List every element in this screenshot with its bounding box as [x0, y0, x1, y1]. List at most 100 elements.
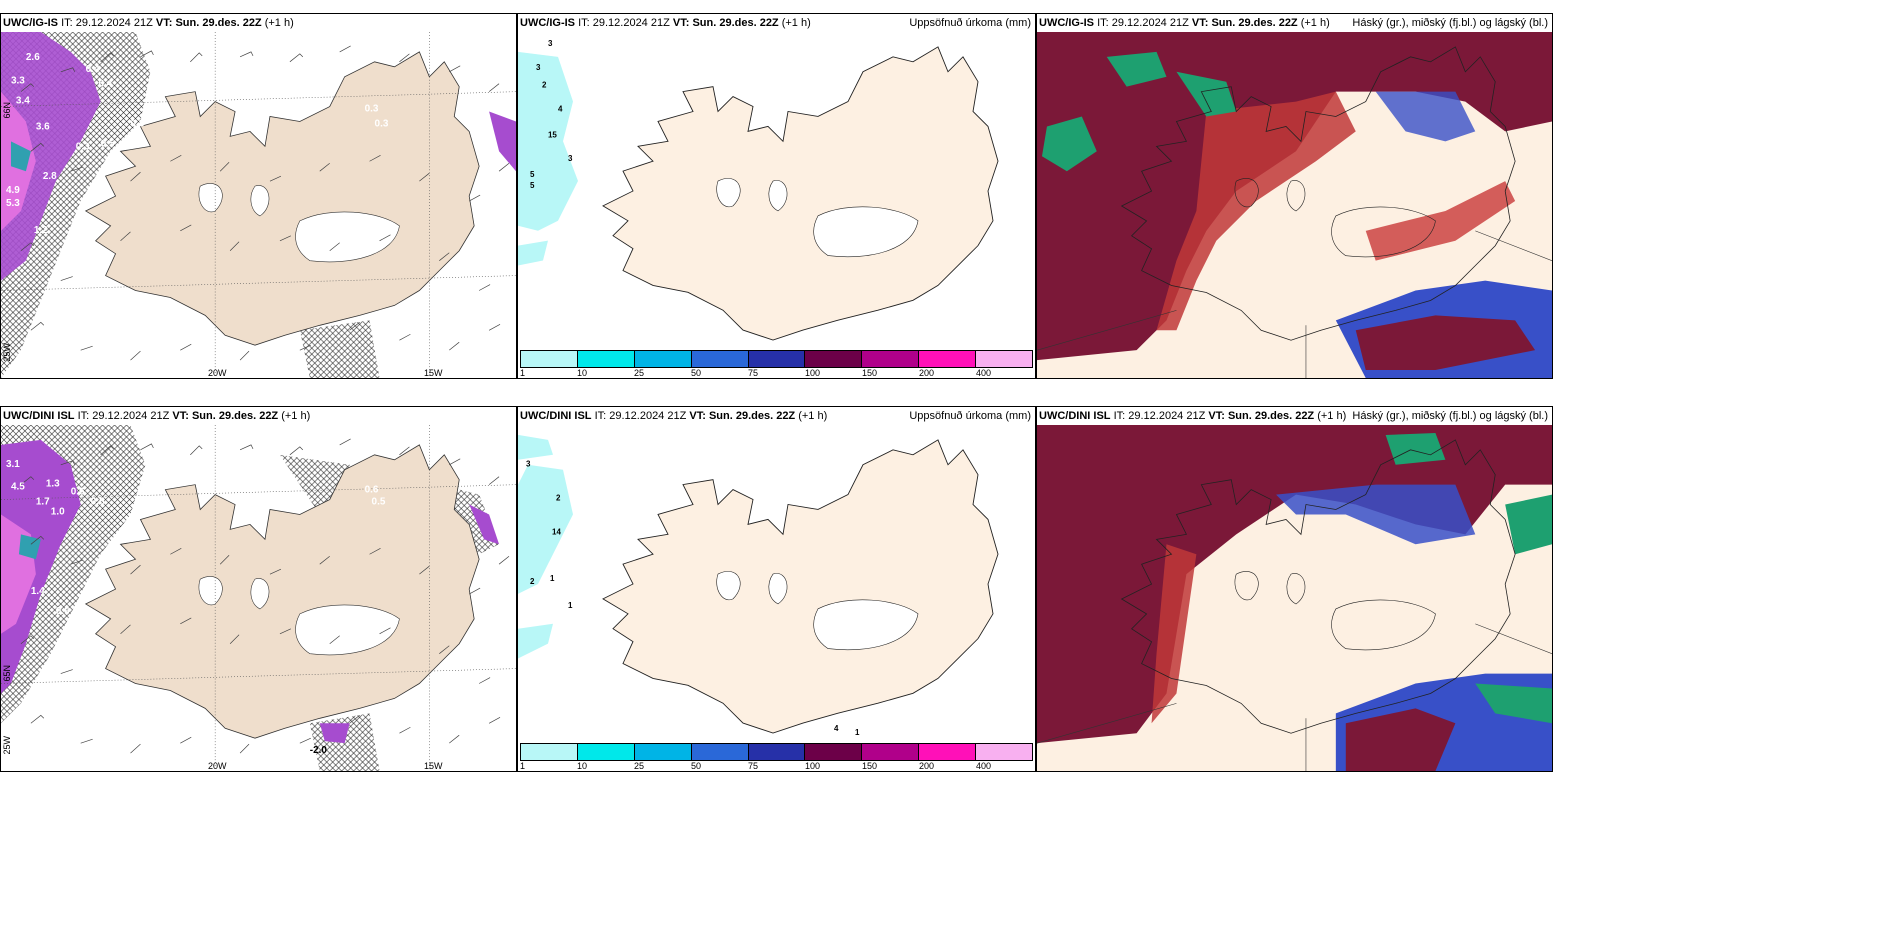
it-label: IT: [578, 17, 590, 29]
lead-time: (+1 h) [1317, 410, 1347, 422]
colorbar-swatch [748, 744, 806, 760]
precip-value: 4 [558, 105, 563, 114]
low-cloud-area [1385, 432, 1446, 465]
wind-value: 0.6 [56, 606, 70, 617]
it-label: IT: [77, 410, 90, 422]
wind-value: 1.7 [36, 497, 50, 508]
cloud-map [1037, 425, 1552, 771]
colorbar-swatch [577, 744, 635, 760]
precip-value: 3 [568, 154, 573, 163]
precip-panel-bottom: UWC/DINI ISL IT: 29.12.2024 21Z VT: Sun.… [517, 406, 1036, 772]
it-label: IT: [594, 410, 607, 422]
mid-cloud-area [1276, 484, 1476, 545]
colorbar-tick: 400 [976, 761, 992, 771]
colorbar-swatch [691, 744, 749, 760]
wind-value: 0.6 [365, 485, 379, 496]
colorbar-swatch [748, 351, 806, 367]
colorbar-tick: 25 [634, 761, 645, 771]
colorbar-swatch [805, 351, 863, 367]
wind-value: 1.0 [51, 506, 65, 517]
panel-header: UWC/DINI ISL IT: 29.12.2024 21Z VT: Sun.… [518, 407, 1035, 425]
it-label: IT: [1097, 17, 1109, 29]
cloud-panel-bottom: UWC/DINI ISL IT: 29.12.2024 21Z VT: Sun.… [1036, 406, 1553, 772]
lead-time: (+1 h) [264, 17, 294, 29]
vt-label: VT: [155, 17, 173, 29]
precip-area-west [1, 32, 101, 281]
vt-time: Sun. 29.des. 22Z [175, 17, 262, 29]
precip-value: 1 [550, 574, 555, 583]
wind-value: 0.3 [76, 141, 90, 152]
precip-value: 2 [530, 577, 535, 586]
precip-value: 4 [834, 724, 839, 733]
wind-panel-top: UWC/IG-IS IT: 29.12.2024 21Z VT: Sun. 29… [0, 13, 517, 379]
panel-header: UWC/DINI ISL IT: 29.12.2024 21Z VT: Sun.… [1037, 407, 1552, 425]
colorbar-tick: 50 [691, 368, 702, 378]
high-cloud-area [1151, 544, 1197, 724]
it-time: 29.12.2024 21Z [592, 17, 670, 29]
wind-value: 1.3 [46, 479, 60, 490]
colorbar-tick: 100 [805, 368, 821, 378]
colorbar-tick: 75 [748, 368, 759, 378]
colorbar-tick: 1 [520, 761, 526, 771]
lon-label: 15W [424, 368, 443, 378]
cloud-map [1037, 32, 1552, 378]
model-name: UWC/IG-IS [520, 17, 575, 29]
model-name: UWC/IG-IS [3, 17, 58, 29]
precip-area-east [469, 504, 500, 545]
precip-panel-top: UWC/IG-IS IT: 29.12.2024 21Z VT: Sun. 29… [517, 13, 1036, 379]
precip-value: 2 [542, 81, 547, 90]
precip-area-west [518, 623, 553, 659]
it-time: 29.12.2024 21Z [609, 410, 687, 422]
colorbar-tick: 75 [748, 761, 759, 771]
high-cloud-area [1365, 181, 1516, 261]
colorbar-swatch [919, 351, 977, 367]
precip-area-west [518, 240, 548, 266]
high-cloud-area [1345, 708, 1456, 771]
wind-value: 3.6 [36, 121, 50, 132]
vt-label: VT: [172, 410, 189, 422]
colorbar-swatch [521, 351, 578, 367]
it-time: 29.12.2024 21Z [1128, 410, 1206, 422]
precip-value: 1 [568, 601, 573, 610]
colorbar-swatch [634, 351, 692, 367]
vt-time: Sun. 29.des. 22Z [692, 17, 779, 29]
low-cloud-area [1505, 494, 1552, 555]
colorbar-tick: 25 [634, 368, 645, 378]
colorbar-swatch [577, 351, 635, 367]
colorbar-swatch [805, 744, 863, 760]
wind-value: 3.3 [11, 76, 25, 87]
lon-label: 20W [208, 368, 227, 378]
wind-value: 0.4 [86, 64, 100, 75]
lead-time: (+1 h) [781, 17, 811, 29]
wind-value: 3.4 [16, 96, 30, 107]
precip-value: 14 [552, 527, 561, 536]
wind-value: 4.9 [6, 185, 20, 196]
model-name: UWC/IG-IS [1039, 17, 1094, 29]
model-name: UWC/DINI ISL [520, 410, 592, 422]
precip-map: 3 3 2 4 15 3 5 5 [518, 32, 1035, 346]
wind-map: 3.1 4.5 1.7 1.3 1.4 1.0 0.6 0.6 0.5 0.6 … [1, 425, 516, 771]
colorbar-tick: 200 [919, 368, 935, 378]
hatch-area-south [299, 320, 380, 378]
lead-time: (+1 h) [281, 410, 311, 422]
precip-area-west [518, 434, 553, 460]
wind-value: 4.5 [11, 482, 25, 493]
wind-value: 2.8 [43, 171, 57, 182]
model-name: UWC/DINI ISL [1039, 410, 1111, 422]
colorbar-tick: 150 [862, 761, 878, 771]
high-cloud-area [1037, 32, 1552, 361]
colorbar-swatch [976, 351, 1033, 367]
panel-header: UWC/IG-IS IT: 29.12.2024 21Z VT: Sun. 29… [1, 14, 516, 32]
colorbar-swatch [919, 744, 977, 760]
panel-title: Uppsöfnuð úrkoma (mm) [909, 17, 1031, 29]
it-label: IT: [1113, 410, 1126, 422]
low-cloud-area [1106, 51, 1167, 87]
vt-label: VT: [1191, 17, 1209, 29]
lat-label: 66N [2, 102, 12, 119]
vt-time: Sun. 29.des. 22Z [1227, 410, 1315, 422]
wind-value: 0.5 [91, 497, 105, 508]
panel-header: UWC/DINI ISL IT: 29.12.2024 21Z VT: Sun.… [1, 407, 516, 425]
precip-value: 3 [536, 63, 541, 72]
lon-label: 15W [424, 761, 443, 771]
low-cloud-area [1475, 683, 1552, 724]
